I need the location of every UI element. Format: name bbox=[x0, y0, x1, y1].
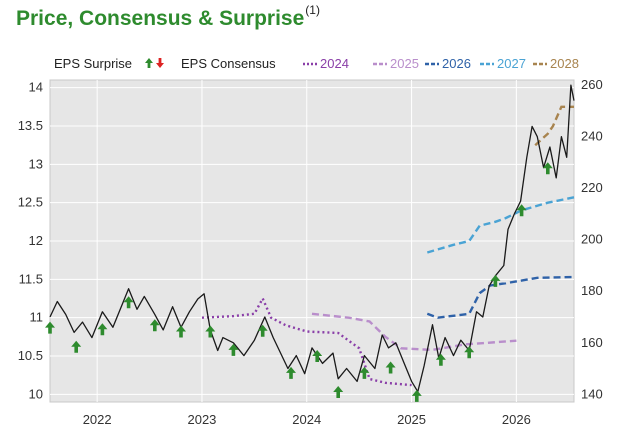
eps-surprise-up-arrow bbox=[542, 162, 553, 175]
chart-title-footnote: (1) bbox=[305, 3, 320, 17]
arrow-up-icon bbox=[516, 204, 527, 217]
arrow-up-icon bbox=[71, 340, 82, 353]
arrow-up-icon bbox=[145, 58, 153, 68]
x-axis-tick-label: 2022 bbox=[83, 412, 112, 427]
grid-lines bbox=[50, 80, 574, 402]
arrow-up-icon bbox=[286, 366, 296, 379]
eps-surprise-up-arrow bbox=[312, 350, 323, 362]
eps-surprise-up-arrow bbox=[176, 325, 186, 338]
arrow-up-icon bbox=[205, 325, 216, 338]
arrow-up-icon bbox=[359, 366, 370, 379]
arrow-up-icon bbox=[257, 324, 268, 337]
arrow-up-icon bbox=[333, 386, 344, 398]
legend-surprise-down bbox=[156, 58, 164, 68]
eps-surprise-up-arrow bbox=[123, 296, 134, 309]
left-axis-tick-label: 13.5 bbox=[18, 118, 43, 133]
left-axis-tick-label: 10.5 bbox=[18, 348, 43, 363]
eps-surprise-up-arrow bbox=[411, 389, 422, 402]
arrow-up-icon bbox=[97, 323, 108, 336]
consensus-line-2024 bbox=[201, 295, 412, 387]
arrow-up-icon bbox=[490, 274, 501, 287]
arrow-up-icon bbox=[312, 350, 323, 362]
arrow-down-icon bbox=[156, 58, 164, 68]
eps-surprise-up-arrow bbox=[205, 325, 216, 338]
arrow-up-icon bbox=[123, 296, 134, 309]
right-axis-tick-label: 220 bbox=[581, 180, 603, 195]
right-axis-tick-label: 260 bbox=[581, 77, 603, 92]
eps-surprise-up-arrow bbox=[97, 323, 108, 336]
eps-surprise-up-arrow bbox=[359, 366, 370, 379]
x-axis-tick-label: 2025 bbox=[397, 412, 426, 427]
left-axis-tick-label: 11.5 bbox=[19, 271, 43, 286]
arrow-up-icon bbox=[464, 346, 475, 359]
legend-label-2026: 2026 bbox=[442, 56, 471, 71]
eps-surprise-up-arrow bbox=[490, 274, 501, 287]
arrow-up-icon bbox=[149, 319, 160, 332]
chart-title: Price, Consensus & Surprise(1) bbox=[16, 3, 320, 31]
left-axis-tick-label: 10 bbox=[29, 386, 43, 401]
right-axis-tick-label: 140 bbox=[581, 386, 603, 401]
eps-surprise-up-arrow bbox=[385, 361, 396, 374]
legend-eps-surprise-label: EPS Surprise bbox=[54, 56, 132, 71]
arrow-up-icon bbox=[385, 361, 396, 374]
left-axis-tick-label: 13 bbox=[29, 156, 43, 171]
legend-label-2024: 2024 bbox=[320, 56, 349, 71]
consensus-line-2026 bbox=[426, 275, 575, 319]
left-axis-tick-label: 11 bbox=[30, 310, 44, 325]
axis-labels: 14 13.5 13 12.5 12 11.5 11 10.5 10 260 240 220 200 18… bbox=[18, 77, 603, 427]
price-line-group bbox=[49, 84, 575, 393]
eps-surprise-up-arrow bbox=[333, 386, 344, 398]
consensus-line-2027 bbox=[426, 196, 575, 254]
arrow-up-icon bbox=[45, 321, 55, 334]
left-axis-tick-label: 12 bbox=[29, 233, 43, 248]
legend-eps-consensus-label: EPS Consensus bbox=[181, 56, 276, 71]
legend-label-2025: 2025 bbox=[390, 56, 419, 71]
legend-surprise-up bbox=[145, 58, 153, 68]
right-axis-tick-label: 240 bbox=[581, 129, 603, 144]
chart-title-text: Price, Consensus & Surprise bbox=[16, 7, 305, 30]
x-axis-tick-label: 2026 bbox=[502, 412, 531, 427]
eps-surprise-up-arrow bbox=[149, 319, 160, 332]
x-axis-tick-label: 2024 bbox=[292, 412, 321, 427]
x-axis-tick-label: 2023 bbox=[187, 412, 216, 427]
eps-surprise-up-arrow bbox=[516, 204, 527, 217]
legend-label-2028: 2028 bbox=[550, 56, 579, 71]
arrow-up-icon bbox=[435, 353, 446, 366]
price-line bbox=[49, 84, 575, 393]
eps-surprise-up-arrow bbox=[228, 343, 239, 356]
arrow-up-icon bbox=[228, 343, 239, 356]
eps-surprise-up-arrow bbox=[286, 366, 296, 379]
consensus-line-2028 bbox=[534, 105, 574, 147]
eps-surprise-up-arrow bbox=[435, 353, 446, 366]
arrow-up-icon bbox=[176, 325, 186, 338]
arrow-up-icon bbox=[542, 162, 553, 175]
legend-label-2027: 2027 bbox=[497, 56, 526, 71]
left-axis-tick-label: 14 bbox=[29, 80, 43, 95]
arrow-up-icon bbox=[411, 389, 422, 402]
eps-surprise-up-arrow bbox=[71, 340, 82, 353]
eps-surprise-markers bbox=[45, 162, 553, 402]
right-axis-tick-label: 160 bbox=[581, 335, 603, 350]
eps-surprise-up-arrow bbox=[45, 321, 55, 334]
right-axis-tick-label: 180 bbox=[581, 283, 603, 298]
left-axis-tick-label: 12.5 bbox=[18, 195, 43, 210]
right-axis-tick-label: 200 bbox=[581, 232, 603, 247]
eps-surprise-up-arrow bbox=[257, 324, 268, 337]
eps-surprise-up-arrow bbox=[464, 346, 475, 359]
